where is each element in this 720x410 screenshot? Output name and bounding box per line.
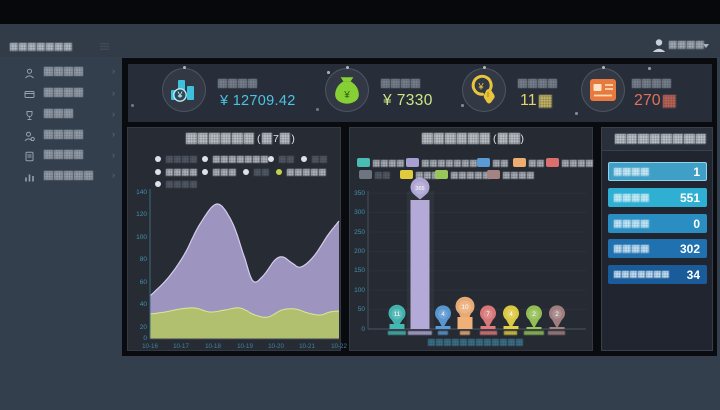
svg-text:11: 11 — [394, 311, 401, 318]
svg-text:¥: ¥ — [477, 82, 484, 93]
svg-text:4: 4 — [441, 311, 445, 318]
svg-text:365: 365 — [415, 186, 424, 192]
svg-text:10: 10 — [461, 304, 469, 311]
svg-text:4: 4 — [509, 311, 513, 318]
svg-text:7: 7 — [486, 311, 490, 318]
svg-text:¥: ¥ — [176, 90, 183, 100]
svg-text:2: 2 — [532, 311, 536, 318]
svg-text:¥: ¥ — [343, 90, 350, 101]
svg-text:2: 2 — [555, 311, 559, 318]
